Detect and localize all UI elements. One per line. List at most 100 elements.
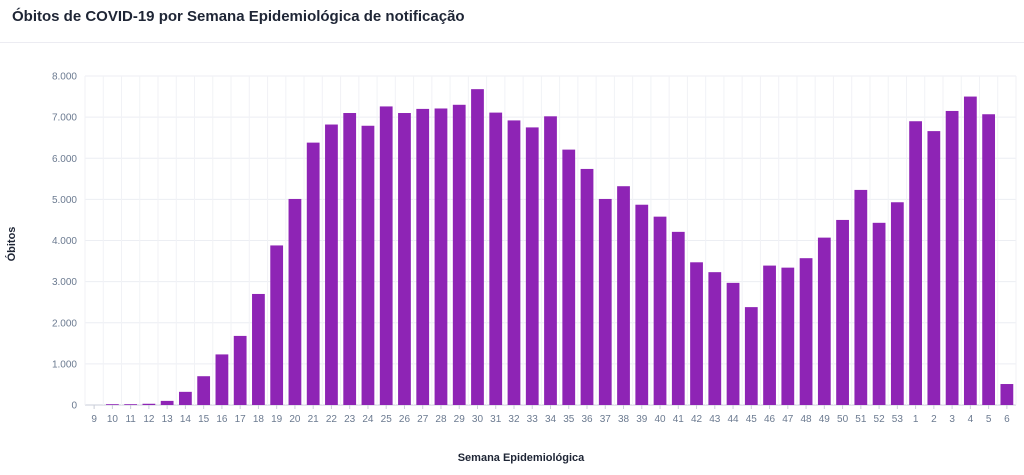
x-tick-label: 9 [91,414,97,425]
bar-week-51[interactable] [854,189,868,405]
bar-week-41[interactable] [671,231,685,405]
x-tick-label: 48 [801,414,813,425]
bar-week-53[interactable] [890,202,904,405]
bar-week-21[interactable] [306,142,320,405]
y-axis-ticks: 0 1.000 2.000 3.000 4.000 5.000 6.000 7.000 8.00… [52,72,77,412]
x-tick-label: 35 [563,414,575,425]
bar-week-6[interactable] [1000,384,1014,405]
bar-week-35[interactable] [562,149,576,405]
bar-week-31[interactable] [489,112,503,405]
title-divider [0,42,1024,43]
bar-week-40[interactable] [653,216,667,405]
bar-week-13[interactable] [160,400,174,405]
x-tick-label: 40 [654,414,666,425]
bar-week-44[interactable] [726,282,740,405]
bar-week-26[interactable] [398,113,411,405]
y-tick-label: 8.000 [52,72,77,83]
bar-week-49[interactable] [817,237,831,405]
bar-week-16[interactable] [215,354,229,405]
x-tick-label: 53 [892,414,904,425]
x-tick-label: 13 [162,414,174,425]
bar-week-25[interactable] [379,106,393,406]
bar-week-50[interactable] [836,219,849,405]
bar-week-22[interactable] [325,124,338,405]
y-tick-label: 0 [71,401,77,412]
x-tick-label: 1 [913,414,919,425]
bar-week-36[interactable] [580,168,594,405]
x-tick-label: 49 [819,414,831,425]
x-tick-label: 17 [235,414,247,425]
bar-week-48[interactable] [799,258,813,405]
x-tick-label: 21 [308,414,320,425]
bar-week-1[interactable] [909,121,922,406]
x-tick-label: 33 [527,414,539,425]
x-tick-label: 6 [1004,414,1010,425]
bar-week-12[interactable] [142,403,156,405]
x-tick-label: 11 [125,414,136,425]
y-tick-label: 3.000 [52,277,77,288]
bar-week-3[interactable] [945,110,959,406]
x-tick-label: 25 [381,414,393,425]
x-tick-label: 52 [874,414,886,425]
x-tick-label: 26 [399,414,411,425]
x-tick-label: 45 [746,414,758,425]
bar-week-24[interactable] [361,125,375,405]
y-tick-label: 5.000 [52,195,77,206]
bar-week-30[interactable] [471,89,484,405]
x-tick-label: 16 [216,414,228,425]
bar-week-27[interactable] [416,108,430,406]
bar-week-33[interactable] [525,127,539,405]
bar-week-5[interactable] [982,114,996,405]
bar-week-47[interactable] [781,267,795,405]
x-tick-label: 32 [508,414,520,425]
bar-week-23[interactable] [343,113,357,405]
y-axis-title: Óbitos [5,227,18,262]
bar-week-37[interactable] [598,198,612,405]
bar-week-10[interactable] [105,404,119,405]
x-axis-ticks: 9 10 11 12 13 14 15 16 17 18 19 20 21 22 23 24 25 26 27 28 2… [91,405,1010,425]
bar-week-19[interactable] [270,245,284,405]
chart-title: Óbitos de COVID-19 por Semana Epidemioló… [12,8,465,25]
x-tick-label: 31 [490,414,502,425]
x-tick-label: 28 [435,414,447,425]
x-tick-label: 44 [727,414,739,425]
x-tick-label: 46 [764,414,776,425]
x-tick-label: 50 [837,414,849,425]
y-tick-label: 6.000 [52,154,77,165]
bars [105,89,1014,406]
x-tick-label: 15 [198,414,210,425]
bar-week-39[interactable] [635,204,649,405]
bar-week-32[interactable] [507,120,521,405]
bar-week-52[interactable] [872,222,886,405]
x-tick-label: 3 [949,414,955,425]
x-tick-label: 41 [673,414,685,425]
x-tick-label: 43 [709,414,721,425]
y-tick-label: 7.000 [52,113,77,124]
bar-week-45[interactable] [744,307,758,405]
bar-week-20[interactable] [288,198,302,405]
x-tick-label: 5 [986,414,992,425]
x-tick-label: 20 [289,414,301,425]
bar-week-43[interactable] [708,272,722,405]
bar-week-46[interactable] [763,265,776,405]
bar-week-28[interactable] [434,108,448,406]
bar-week-2[interactable] [927,131,941,406]
bar-week-14[interactable] [179,391,192,405]
bar-week-17[interactable] [233,335,247,405]
x-tick-label: 27 [417,414,429,425]
bar-week-11[interactable] [124,404,138,405]
x-tick-label: 29 [454,414,466,425]
bar-week-29[interactable] [452,104,466,405]
bar-week-4[interactable] [963,96,977,405]
x-tick-label: 38 [618,414,630,425]
x-tick-label: 10 [107,414,119,425]
bar-week-34[interactable] [544,116,557,406]
bar-week-38[interactable] [617,186,630,405]
x-tick-label: 51 [855,414,867,425]
bar-week-18[interactable] [252,293,265,405]
x-tick-label: 34 [545,414,557,425]
x-tick-label: 30 [472,414,484,425]
bar-week-42[interactable] [690,262,703,405]
x-tick-label: 23 [344,414,356,425]
bar-week-15[interactable] [197,376,211,405]
